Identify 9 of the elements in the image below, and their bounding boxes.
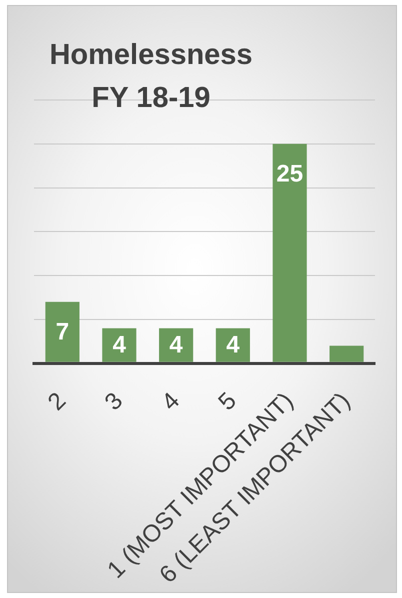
x-tick-label: 2	[42, 387, 72, 416]
data-label: 4	[112, 332, 127, 359]
x-tick-label: 3	[100, 387, 128, 416]
data-label: 25	[276, 160, 304, 188]
data-label: 4	[226, 332, 240, 359]
chart-title: Homelessness FY 18-19	[48, 38, 254, 116]
data-label: 7	[56, 318, 70, 346]
data-label: 4	[169, 332, 184, 359]
x-tick-label: 4	[156, 387, 186, 416]
